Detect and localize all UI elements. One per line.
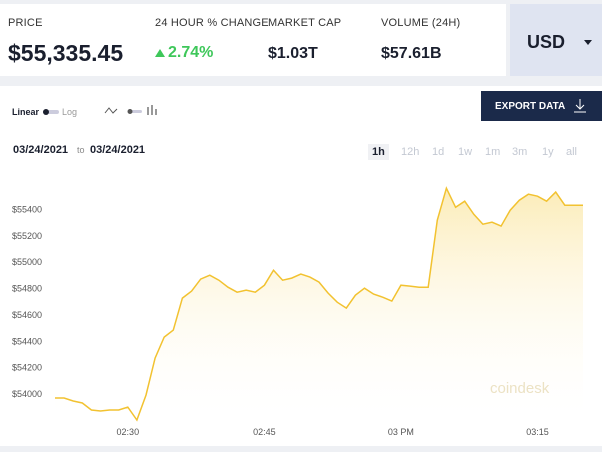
up-arrow [155,49,165,57]
range-button[interactable]: all [566,146,578,158]
range-button[interactable]: 3m [512,146,528,158]
price-line [55,186,583,422]
stats-bar: PRICE $55,335.45 24 HOUR % CHANGE 2.74% … [0,4,506,76]
x-tick-label: 02:30 [117,427,140,437]
date-to-word: to [77,145,85,155]
x-tick-label: 03 PM [388,427,414,437]
linear-label: Linear [12,107,40,117]
stat-label: VOLUME (24H) [381,17,461,29]
caret [584,40,592,45]
range-button[interactable]: 1y [542,146,554,158]
watermark: coindesk [490,380,550,397]
stat-value: 2.74% [168,44,214,61]
y-tick-label: $54400 [12,336,42,346]
range-button[interactable]: 1m [485,146,501,158]
y-tick-label: $54600 [12,310,42,320]
stat-label: PRICE [8,17,43,29]
stat-value: $57.61B [381,45,442,62]
date-from[interactable]: 03/24/2021 [13,144,69,156]
date-to[interactable]: 03/24/2021 [90,144,146,156]
currency-select[interactable]: USD [510,4,602,76]
stat-value: $1.03T [268,45,318,62]
currency: USD [527,32,566,52]
stat-label: MARKET CAP [268,17,342,29]
log-label: Log [62,107,78,117]
scale-toggle[interactable] [43,109,59,115]
y-tick-label: $55400 [12,205,42,215]
y-tick-label: $55000 [12,257,42,267]
y-tick-label: $54800 [12,284,42,294]
x-tick-label: 03:15 [526,427,549,437]
x-tick-label: 02:45 [253,427,276,437]
chart-type-toggle[interactable] [104,105,158,117]
range-button[interactable]: 12h [401,146,420,158]
download-icon [574,99,586,113]
range-button[interactable]: 1h [368,144,389,160]
y-tick-label: $54000 [12,389,42,399]
y-tick-label: $54200 [12,363,42,373]
price-area [55,188,583,425]
range-button[interactable]: 1w [458,146,473,158]
export-label: EXPORT DATA [495,101,566,112]
export-button[interactable]: EXPORT DATA [481,91,602,121]
range-button[interactable]: 1d [432,146,445,158]
stat-value: $55,335.45 [8,40,124,66]
stat-label: 24 HOUR % CHANGE [155,17,269,29]
y-tick-label: $55200 [12,231,42,241]
